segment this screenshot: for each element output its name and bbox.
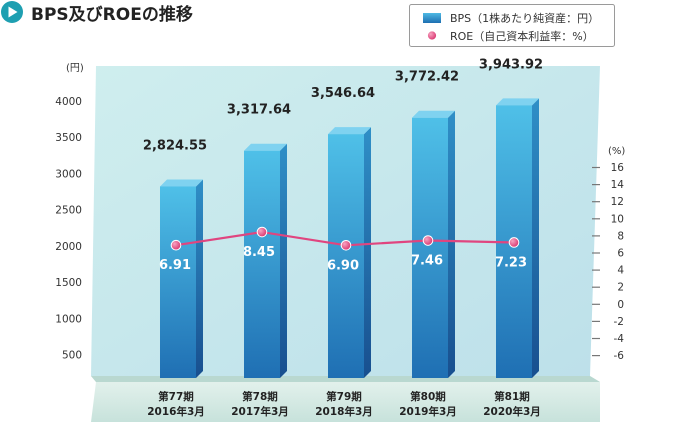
legend-roe-label: ROE（自己資本利益率：%） xyxy=(450,29,594,43)
y-left-axis: 500 1000 1500 2000 2500 3000 3500 4000 xyxy=(55,96,82,362)
y-left-tick-label: 2000 xyxy=(55,241,82,253)
category-band-top xyxy=(91,376,600,382)
y-right-tick-label: 12 xyxy=(611,196,624,208)
category-date-label: 2018年3月 xyxy=(315,405,373,418)
bps-bar-side xyxy=(532,98,539,379)
bps-bar-top xyxy=(244,143,287,151)
play-icon-triangle xyxy=(8,6,18,18)
roe-point xyxy=(256,226,268,238)
bps-value-label: 3,943.92 xyxy=(479,57,543,72)
y-right-tick-label: 6 xyxy=(617,248,624,260)
category-period-label: 第78期 xyxy=(242,390,278,403)
bps-bar-side xyxy=(448,110,455,379)
bps-bar xyxy=(328,134,364,378)
roe-point xyxy=(170,239,182,251)
y-left-tick-label: 500 xyxy=(62,350,82,362)
category-labels: 第77期 2016年3月 第78期 2017年3月 第79期 2018年3月 第80期 201… xyxy=(147,390,541,418)
legend-bps-swatch xyxy=(423,13,441,23)
category-date-label: 2016年3月 xyxy=(147,405,205,418)
chart-title: BPS及びROEの推移 xyxy=(31,4,193,25)
legend-frame xyxy=(409,4,615,47)
category-period-label: 第80期 xyxy=(410,390,446,403)
y-right-tick-label: 4 xyxy=(617,265,624,277)
bps-value-label: 2,824.55 xyxy=(143,138,207,153)
y-right-unit: (%) xyxy=(608,146,625,157)
y-left-tick-label: 4000 xyxy=(55,96,82,108)
bps-bar-top xyxy=(160,179,203,187)
y-right-tick-label: 0 xyxy=(617,299,624,311)
y-right-axis: -6 -4 -2 0 2 4 6 8 10 12 14 16 xyxy=(592,162,624,362)
roe-point xyxy=(422,235,434,246)
y-right-tick-label: 8 xyxy=(617,230,624,242)
legend-bps-label: BPS（1株あたり純資産：円） xyxy=(450,11,599,25)
y-right-tick-label: 14 xyxy=(611,179,625,191)
bps-bar-top xyxy=(496,98,539,106)
bps-bar xyxy=(160,186,196,378)
bps-bar-top xyxy=(412,110,455,118)
y-left-unit: (円) xyxy=(66,63,84,74)
category-period-label: 第81期 xyxy=(494,390,530,403)
roe-point xyxy=(340,240,352,251)
bps-data-labels: 2,824.55 3,317.64 3,546.64 3,772.42 3,943.92 xyxy=(143,57,543,153)
roe-value-label: 6.91 xyxy=(159,258,191,273)
y-left-tick-label: 2500 xyxy=(55,205,82,217)
bps-bar xyxy=(244,150,280,378)
y-right-tick-label: 10 xyxy=(611,213,624,225)
bps-bar-side xyxy=(196,179,203,378)
category-band xyxy=(91,376,600,422)
y-left-tick-label: 1000 xyxy=(55,313,82,325)
y-left-tick-label: 3500 xyxy=(55,132,82,144)
y-right-tick-label: -2 xyxy=(614,316,624,328)
y-right-tick-label: -6 xyxy=(614,350,625,362)
roe-point xyxy=(508,237,520,248)
roe-value-label: 6.90 xyxy=(327,258,359,273)
bps-bars xyxy=(160,98,539,379)
y-left-tick-label: 3000 xyxy=(55,168,82,180)
category-period-label: 第79期 xyxy=(326,390,362,403)
category-period-label: 第77期 xyxy=(158,390,194,403)
y-right-tick-label: -4 xyxy=(614,333,625,345)
roe-series xyxy=(170,226,520,251)
legend-roe-marker xyxy=(427,30,437,41)
y-right-tick-label: 2 xyxy=(617,282,624,294)
bps-bar xyxy=(412,117,448,379)
y-right-tick-label: 16 xyxy=(611,162,625,174)
roe-value-label: 8.45 xyxy=(243,245,275,260)
category-date-label: 2017年3月 xyxy=(231,405,289,418)
bps-bar-top xyxy=(328,127,371,135)
legend: BPS（1株あたり純資産：円） ROE（自己資本利益率：%） xyxy=(409,4,615,47)
bps-value-label: 3,317.64 xyxy=(227,103,291,118)
category-date-label: 2020年3月 xyxy=(483,405,541,418)
y-left-tick-label: 1500 xyxy=(55,277,82,289)
category-date-label: 2019年3月 xyxy=(399,405,457,418)
bps-bar-side xyxy=(364,127,371,379)
roe-data-labels: 6.91 8.45 6.90 7.46 7.23 xyxy=(159,245,527,273)
bps-bar-side xyxy=(280,143,287,378)
bps-value-label: 3,546.64 xyxy=(311,86,375,101)
roe-value-label: 7.46 xyxy=(411,254,443,269)
bps-value-label: 3,772.42 xyxy=(395,70,459,85)
chart-header: BPS及びROEの推移 xyxy=(1,1,193,25)
roe-value-label: 7.23 xyxy=(495,255,527,270)
